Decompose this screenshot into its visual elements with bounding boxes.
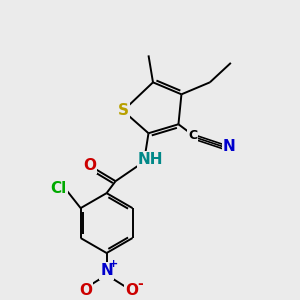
Text: Cl: Cl <box>50 181 67 196</box>
Text: C: C <box>188 129 197 142</box>
Text: +: + <box>109 259 118 269</box>
Text: -: - <box>137 277 143 291</box>
Text: N: N <box>100 263 113 278</box>
Text: O: O <box>83 158 96 173</box>
Text: N: N <box>223 139 236 154</box>
Text: O: O <box>79 283 92 298</box>
Text: S: S <box>118 103 129 118</box>
Text: O: O <box>125 283 139 298</box>
Text: NH: NH <box>138 152 163 167</box>
